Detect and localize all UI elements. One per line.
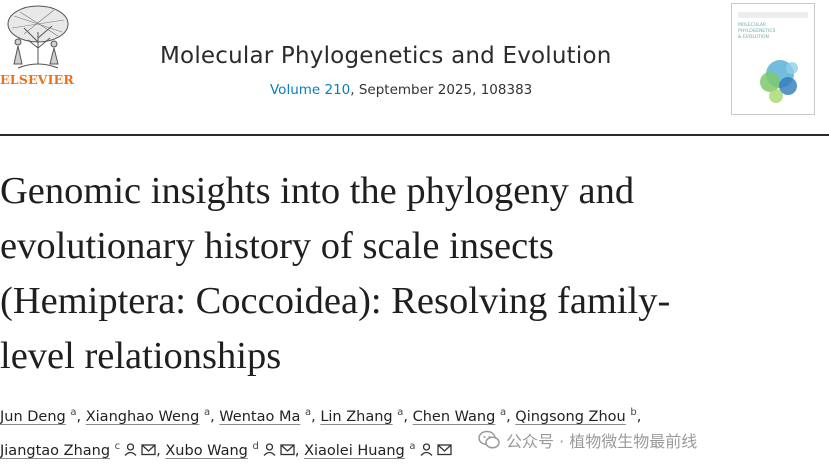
author-link[interactable]: Xubo Wang [165,443,248,459]
cover-title-line: MOLECULAR [738,22,766,28]
affiliation-marker[interactable]: a [70,407,77,418]
envelope-icon[interactable] [141,443,156,456]
author-link[interactable]: Xianghao Weng [85,409,200,425]
cover-image: MOLECULAR PHYLOGENETICS & EVOLUTION [738,12,808,103]
wechat-logo-icon [478,430,500,449]
author-link[interactable]: Chen Wang [412,409,496,425]
journal-header: ELSEVIER Molecular Phylogenetics and Evo… [0,0,829,136]
cover-title-line: PHYLOGENETICS [738,28,775,34]
article-title-line: (Hemiptera: Coccoidea): Resolving family… [0,280,671,322]
article-title: Genomic insights into the phylogeny and … [0,164,820,384]
author-list: Jun Deng a, Xianghao Weng a, Wentao Ma a… [0,407,642,459]
person-icon[interactable] [123,443,138,456]
affiliation-marker[interactable]: a [304,407,312,418]
article-title-line: evolutionary history of scale insects [0,225,554,267]
elsevier-tree-logo[interactable] [0,2,75,86]
article-title-line: level relationships [0,335,282,377]
header-divider [0,134,829,136]
publisher-name: ELSEVIER [0,72,74,87]
affiliation-marker[interactable]: b [630,407,637,418]
author-link[interactable]: Qingsong Zhou [515,409,626,425]
envelope-icon[interactable] [280,443,295,456]
author-link[interactable]: Jiangtao Zhang [0,443,111,459]
issue-details: , September 2025, 108383 [350,82,533,98]
wechat-watermark: 公众号 · 植物微生物最前线 [478,426,697,454]
author-link[interactable]: Jun Deng [0,409,66,425]
volume-link[interactable]: Volume 210 [270,82,351,98]
affiliation-marker[interactable]: a [409,441,416,452]
journal-issue-info: Volume 210, September 2025, 108383 [270,82,532,98]
person-icon[interactable] [419,443,434,456]
article-title-line: Genomic insights into the phylogeny and [0,170,635,212]
affiliation-marker[interactable]: d [252,441,259,452]
author-link[interactable]: Wentao Ma [219,409,301,425]
journal-title[interactable]: Molecular Phylogenetics and Evolution [160,43,612,69]
author-link[interactable]: Lin Zhang [320,409,393,425]
envelope-icon[interactable] [436,443,452,456]
affiliation-marker[interactable]: a [499,407,507,418]
cover-title-line: & EVOLUTION [738,34,769,40]
journal-cover-thumbnail[interactable]: MOLECULAR PHYLOGENETICS & EVOLUTION [731,3,815,115]
person-icon[interactable] [262,443,277,456]
author-link[interactable]: Xiaolei Huang [304,443,405,459]
affiliation-marker[interactable]: a [397,407,404,418]
affiliation-marker[interactable]: c [114,441,121,452]
affiliation-marker[interactable]: a [203,407,211,418]
watermark-text: 公众号 · 植物微生物最前线 [506,432,698,451]
